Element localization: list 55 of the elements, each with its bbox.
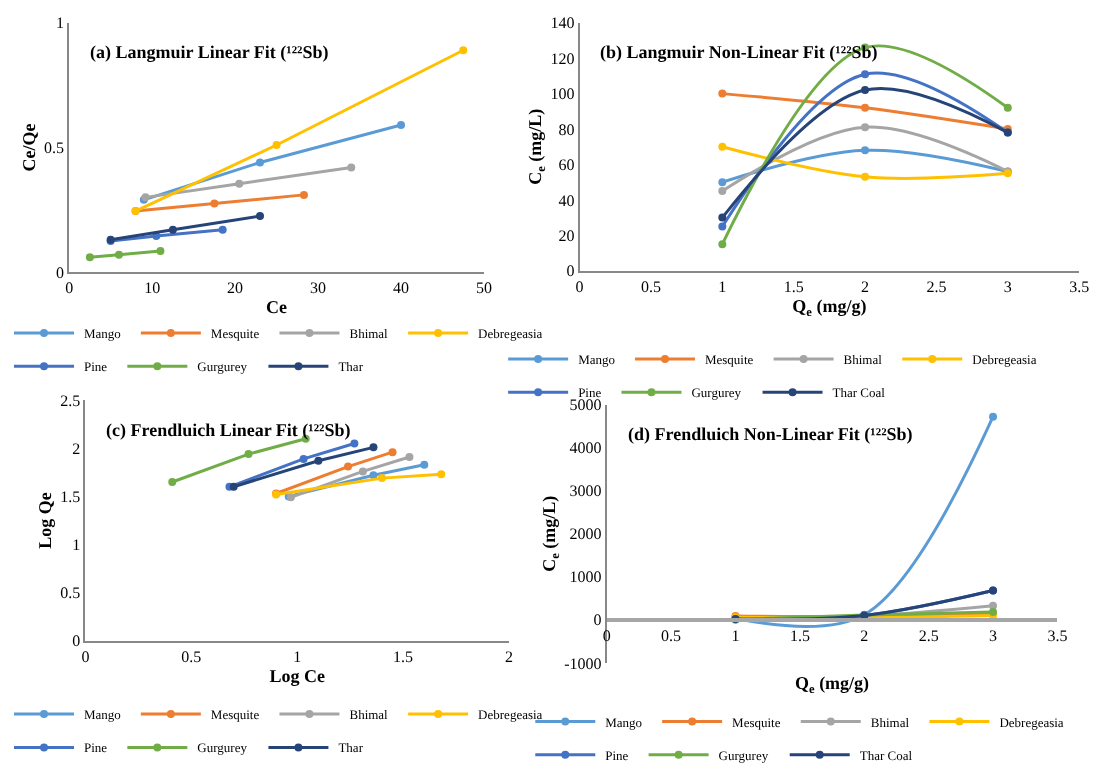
y-tick-label: 0.5 — [60, 584, 81, 603]
x-axis-title: Q$_{e}$ (mg/g) — [795, 673, 870, 697]
x-tick-label: 1.5 — [783, 277, 804, 296]
x-tick-label: 40 — [393, 279, 410, 298]
y-tick-label: 100 — [550, 85, 575, 104]
x-tick-label: 2 — [504, 647, 513, 666]
y-axis-title: Ce/Qe — [18, 123, 39, 172]
y-tick-label: 2 — [72, 439, 81, 458]
x-tick-label: 30 — [310, 279, 327, 298]
x-tick-label: 1 — [718, 277, 727, 296]
y-tick-label: 60 — [558, 156, 575, 175]
y-tick-label: 5000 — [569, 396, 602, 415]
x-tick-label: 3.5 — [1047, 626, 1068, 645]
x-tick-label: 3 — [989, 626, 998, 645]
y-tick-label: 0 — [593, 611, 602, 630]
y-tick-label: 20 — [558, 226, 575, 245]
x-tick-label: 1 — [293, 647, 302, 666]
x-tick-label: 20 — [227, 279, 244, 298]
x-tick-label: 2.5 — [918, 626, 939, 645]
text: (c) Frendluich Linear Fit (¹²²Sb) — [106, 420, 351, 440]
x-tick-label: 0.5 — [661, 626, 682, 645]
x-tick-label: 50 — [476, 279, 493, 298]
x-tick-label: 3 — [1003, 277, 1012, 296]
y-tick-label: 0.5 — [43, 139, 64, 158]
x-tick-label: 2.5 — [926, 277, 947, 296]
y-tick-label: -1000 — [564, 654, 602, 673]
x-tick-label: 0.5 — [640, 277, 661, 296]
x-axis-title: Log Ce — [269, 665, 325, 686]
y-tick-label: 3000 — [569, 482, 602, 501]
y-tick-label: 0 — [55, 263, 64, 282]
x-tick-label: 2 — [861, 277, 870, 296]
y-tick-label: 140 — [550, 14, 575, 33]
y-tick-label: 0 — [566, 262, 575, 281]
y-tick-label: 1000 — [569, 568, 602, 587]
x-tick-label: 3.5 — [1069, 277, 1090, 296]
y-tick-label: 80 — [558, 120, 575, 139]
x-axis-title: Ce — [266, 296, 288, 317]
x-tick-label: 0.5 — [181, 647, 202, 666]
y-tick-label: 40 — [558, 191, 575, 210]
y-tick-label: 1 — [55, 14, 64, 33]
y-tick-label: 1.5 — [60, 488, 81, 506]
text: (a) Langmuir Linear Fit (¹²²Sb) — [90, 42, 329, 62]
y-tick-label: 1 — [72, 536, 81, 555]
y-tick-label: 2000 — [569, 525, 602, 544]
y-tick-label: 120 — [550, 49, 575, 68]
x-tick-label: 1.5 — [393, 647, 414, 666]
y-tick-label: 4000 — [569, 439, 602, 458]
y-axis-title: Log Qe — [34, 492, 55, 549]
text: (d) Frendluich Non-Linear Fit (¹²²Sb) — [628, 424, 913, 444]
y-tick-label: 2.5 — [60, 391, 81, 410]
x-tick-label: 1 — [731, 626, 740, 645]
x-axis-title: Q$_{e}$ (mg/g) — [792, 295, 867, 320]
x-tick-label: 2 — [860, 626, 869, 645]
x-tick-label: 10 — [144, 279, 161, 298]
x-tick-label: 1.5 — [789, 626, 810, 645]
